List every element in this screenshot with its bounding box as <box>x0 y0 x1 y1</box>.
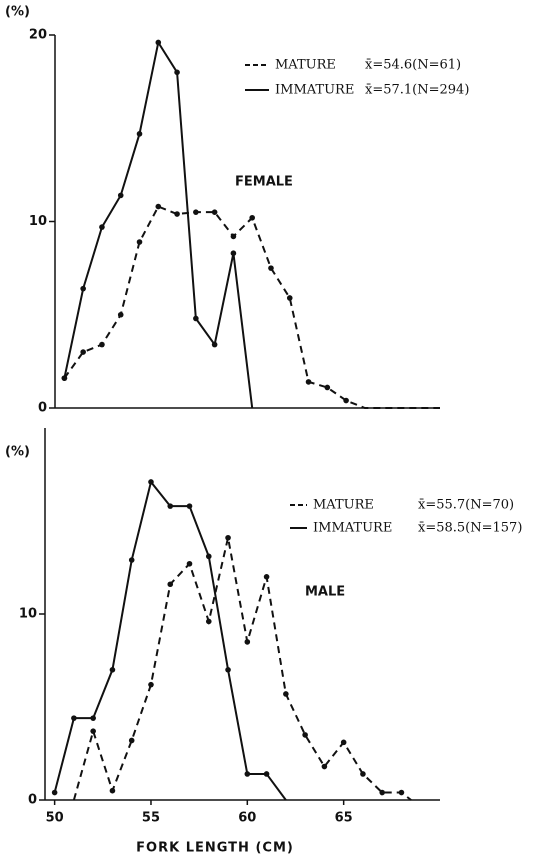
data-point <box>128 557 135 563</box>
data-point <box>80 285 86 292</box>
x-tick-label: 65 <box>335 811 353 826</box>
data-point <box>286 295 293 301</box>
data-point <box>211 341 218 348</box>
data-point <box>321 763 328 770</box>
legend-stat: x̄=57.1(N=294) <box>365 83 469 98</box>
data-point <box>90 728 96 734</box>
data-point <box>136 131 143 137</box>
data-point <box>205 553 212 560</box>
data-point <box>230 250 237 257</box>
data-point <box>155 39 162 46</box>
data-point <box>283 691 289 697</box>
x-tick-label: 55 <box>142 811 160 826</box>
legend-stat: x̄=54.6(N=61) <box>365 58 461 73</box>
data-point <box>155 203 162 210</box>
data-point <box>193 209 199 215</box>
series-line <box>53 479 287 801</box>
data-point <box>340 739 347 746</box>
panel-label: MALE <box>305 585 345 600</box>
panel-label: FEMALE <box>235 175 293 190</box>
data-point <box>305 379 312 385</box>
data-point <box>167 503 174 509</box>
data-point <box>117 192 124 199</box>
data-point <box>109 667 116 673</box>
data-point <box>225 667 231 673</box>
data-point <box>268 265 274 271</box>
data-point <box>302 732 308 738</box>
data-point <box>398 789 405 796</box>
data-point <box>51 789 58 796</box>
data-point <box>148 681 154 688</box>
data-point <box>193 315 199 322</box>
data-point <box>263 574 270 580</box>
data-point <box>324 384 331 391</box>
legend-label: IMMATURE <box>275 83 354 98</box>
y-tick-label: 10 <box>19 607 37 622</box>
legend-stat: x̄=55.7(N=70) <box>418 498 514 513</box>
data-point <box>90 715 96 721</box>
y-unit: (%) <box>5 5 30 20</box>
data-point <box>186 560 193 567</box>
x-tick-label: 60 <box>238 811 256 826</box>
data-point <box>80 349 86 355</box>
data-point <box>167 581 174 588</box>
data-point <box>249 214 255 221</box>
y-tick-label: 10 <box>29 214 47 229</box>
data-point <box>174 69 180 76</box>
data-point <box>211 209 218 215</box>
data-point <box>225 534 231 541</box>
data-point <box>128 737 135 744</box>
data-point <box>174 211 180 217</box>
data-point <box>343 397 349 404</box>
data-point <box>148 479 154 485</box>
data-point <box>360 771 366 777</box>
data-point <box>61 375 68 381</box>
data-point <box>244 771 251 777</box>
data-point <box>263 771 270 777</box>
data-point <box>244 639 251 645</box>
legend-label: MATURE <box>313 498 374 513</box>
legend-stat: x̄=58.5(N=157) <box>418 521 522 536</box>
y-tick-label: 0 <box>38 401 47 416</box>
series-line <box>63 205 440 409</box>
legend-label: IMMATURE <box>313 521 392 536</box>
series-line <box>72 537 412 801</box>
y-tick-label: 0 <box>28 793 37 808</box>
data-point <box>379 789 385 796</box>
data-point <box>99 341 105 348</box>
y-tick-label: 20 <box>29 28 47 43</box>
data-point <box>186 503 193 509</box>
data-point <box>136 239 143 245</box>
data-point <box>230 233 237 240</box>
x-axis-label: FORK LENGTH (CM) <box>136 841 294 856</box>
y-unit: (%) <box>5 445 30 460</box>
data-point <box>109 787 116 794</box>
data-point <box>99 224 105 230</box>
data-point <box>117 311 124 318</box>
data-point <box>71 715 77 721</box>
x-tick-label: 50 <box>46 811 64 826</box>
data-point <box>205 618 212 625</box>
legend-label: MATURE <box>275 58 336 73</box>
